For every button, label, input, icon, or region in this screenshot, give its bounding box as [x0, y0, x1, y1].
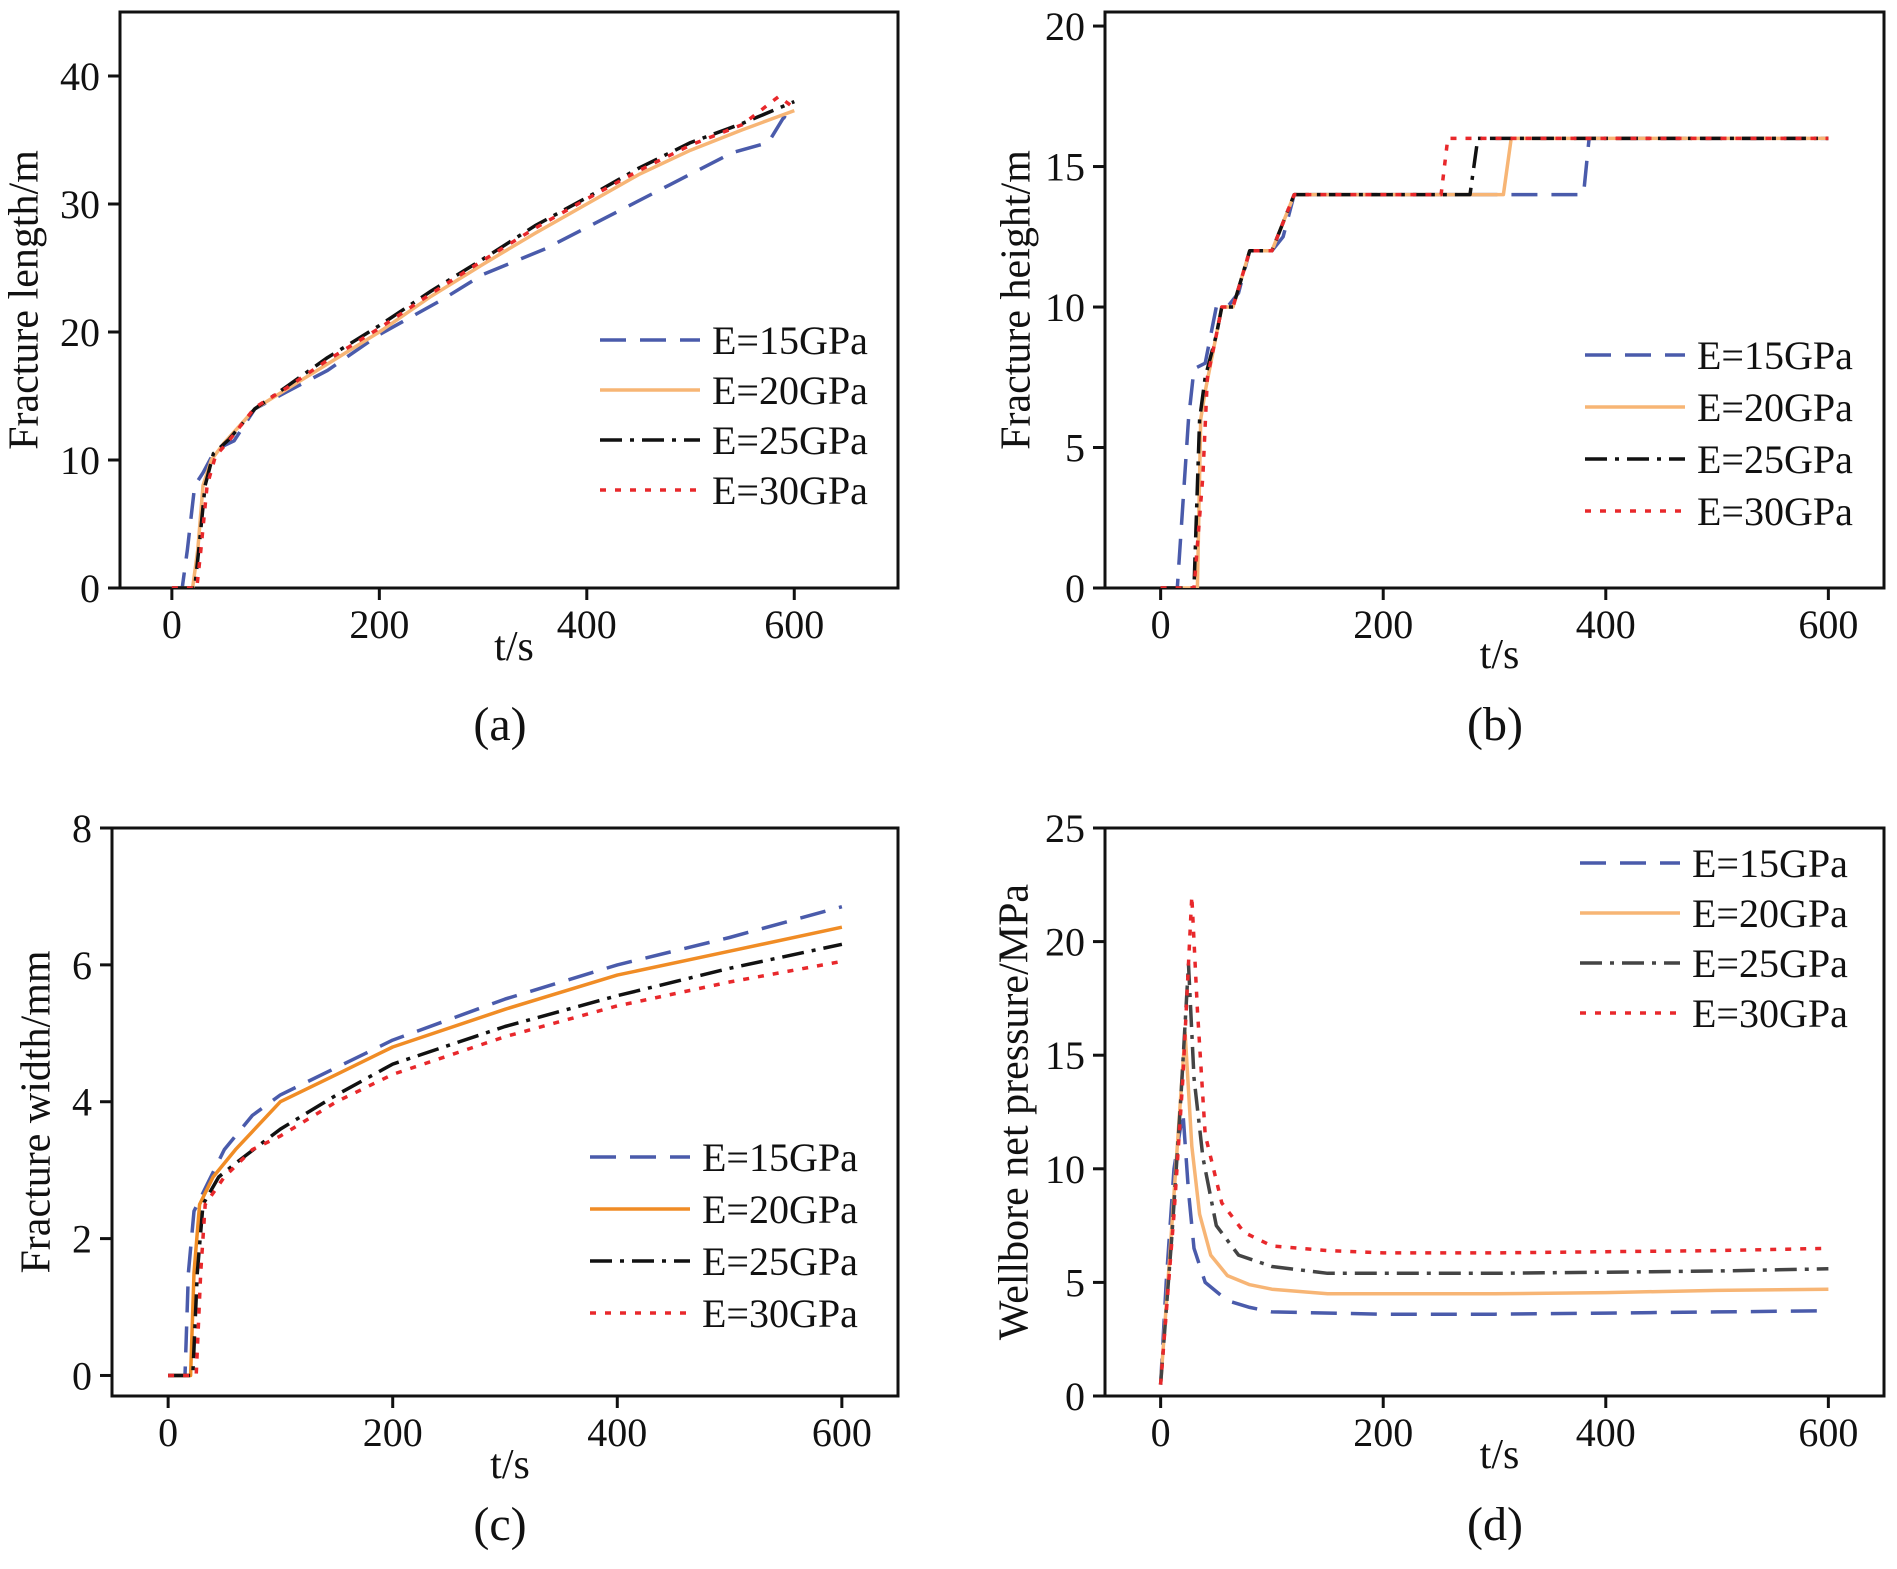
series-line-E=15GPa — [168, 905, 843, 1378]
y-tick-label: 6 — [72, 943, 92, 988]
y-axis-label: Fracture height/m — [994, 150, 1040, 450]
series-line-E=15GPa — [171, 115, 796, 588]
x-tick-label: 600 — [812, 1410, 872, 1455]
legend-label: E=30GPa — [702, 1291, 858, 1336]
x-tick-label: 0 — [158, 1410, 178, 1455]
legend-label: E=20GPa — [712, 368, 868, 413]
x-axis-label: t/s — [1480, 1432, 1520, 1478]
y-tick-label: 8 — [72, 806, 92, 851]
panel-caption: (c) — [473, 1498, 526, 1551]
series-line-E=25GPa — [168, 942, 843, 1378]
y-tick-label: 0 — [1065, 1374, 1085, 1419]
legend-label: E=15GPa — [1692, 841, 1848, 886]
x-tick-label: 200 — [363, 1410, 423, 1455]
y-axis-label: Fracture length/m — [2, 150, 48, 450]
y-tick-label: 2 — [72, 1217, 92, 1262]
x-tick-label: 400 — [557, 602, 617, 647]
x-tick-label: 0 — [1151, 1410, 1171, 1455]
y-tick-label: 40 — [60, 54, 100, 99]
x-tick-label: 600 — [764, 602, 824, 647]
legend-label: E=20GPa — [1692, 891, 1848, 936]
y-tick-label: 20 — [60, 310, 100, 355]
x-tick-label: 400 — [1576, 1410, 1636, 1455]
y-tick-label: 25 — [1045, 806, 1085, 851]
x-tick-label: 400 — [587, 1410, 647, 1455]
y-tick-label: 5 — [1065, 1260, 1085, 1305]
x-tick-label: 600 — [1798, 602, 1858, 647]
series-line-E=20GPa — [1158, 1030, 1829, 1385]
y-tick-label: 10 — [1045, 1147, 1085, 1192]
legend-label: E=25GPa — [702, 1239, 858, 1284]
legend-label: E=30GPa — [1697, 489, 1853, 534]
legend-label: E=25GPa — [712, 418, 868, 463]
x-axis-label: t/s — [490, 1442, 530, 1488]
y-tick-label: 4 — [72, 1080, 92, 1125]
legend-label: E=15GPa — [1697, 333, 1853, 378]
plot-frame — [110, 826, 900, 1398]
y-tick-label: 15 — [1045, 145, 1085, 190]
series-line-E=30GPa — [1160, 136, 1829, 588]
x-tick-label: 600 — [1798, 1410, 1858, 1455]
y-tick-label: 10 — [1045, 285, 1085, 330]
y-axis-label: Wellbore net pressure/MPa — [992, 884, 1038, 1341]
y-tick-label: 0 — [72, 1353, 92, 1398]
x-tick-label: 200 — [1353, 1410, 1413, 1455]
series-line-E=25GPa — [171, 99, 795, 588]
series-line-E=15GPa — [1158, 1110, 1829, 1385]
y-tick-label: 0 — [80, 566, 100, 611]
legend-label: E=30GPa — [712, 468, 868, 513]
panel-caption: (d) — [1467, 1498, 1523, 1551]
y-tick-label: 20 — [1045, 4, 1085, 49]
legend-label: E=25GPa — [1697, 437, 1853, 482]
panel-caption: (a) — [473, 698, 526, 751]
panel-c: 0 200 400 600 0 2 4 6 8 t/s Fracture width/mm (c) E=… — [14, 806, 900, 1551]
legend-label: E=20GPa — [1697, 385, 1853, 430]
y-tick-label: 15 — [1045, 1033, 1085, 1078]
plot-frame — [118, 10, 900, 590]
series-line-E=20GPa — [168, 925, 843, 1378]
y-tick-label: 30 — [60, 182, 100, 227]
y-tick-label: 20 — [1045, 920, 1085, 965]
x-tick-label: 200 — [349, 602, 409, 647]
legend-label: E=30GPa — [1692, 991, 1848, 1036]
panel-caption: (b) — [1467, 698, 1523, 751]
series-line-E=20GPa — [171, 108, 795, 588]
x-tick-label: 400 — [1576, 602, 1636, 647]
x-tick-label: 0 — [1151, 602, 1171, 647]
y-tick-label: 10 — [60, 438, 100, 483]
y-tick-label: 5 — [1065, 426, 1085, 471]
plot-frame — [1103, 826, 1886, 1398]
x-tick-label: 0 — [162, 602, 182, 647]
y-axis-label: Fracture width/mm — [14, 950, 60, 1273]
panel-a: 0 200 400 600 0 10 20 30 40 t/s Fracture length/m (… — [2, 10, 900, 751]
x-tick-label: 200 — [1353, 602, 1413, 647]
x-axis-label: t/s — [494, 624, 534, 670]
legend-label: E=20GPa — [702, 1187, 858, 1232]
legend-label: E=15GPa — [702, 1135, 858, 1180]
panel-d: 0 200 400 600 0 5 10 15 20 25 t/s Wellbore net pres… — [992, 806, 1886, 1551]
plot-frame — [1103, 10, 1886, 590]
y-tick-label: 0 — [1065, 566, 1085, 611]
series-line-E=30GPa — [168, 959, 843, 1378]
panel-b: 0 200 400 600 0 5 10 15 20 t/s Fracture height/m (b… — [994, 4, 1886, 751]
legend-label: E=25GPa — [1692, 941, 1848, 986]
legend-label: E=15GPa — [712, 318, 868, 363]
series-line-E=25GPa — [1158, 962, 1829, 1385]
series-line-E=25GPa — [1160, 136, 1829, 588]
x-axis-label: t/s — [1480, 632, 1520, 678]
